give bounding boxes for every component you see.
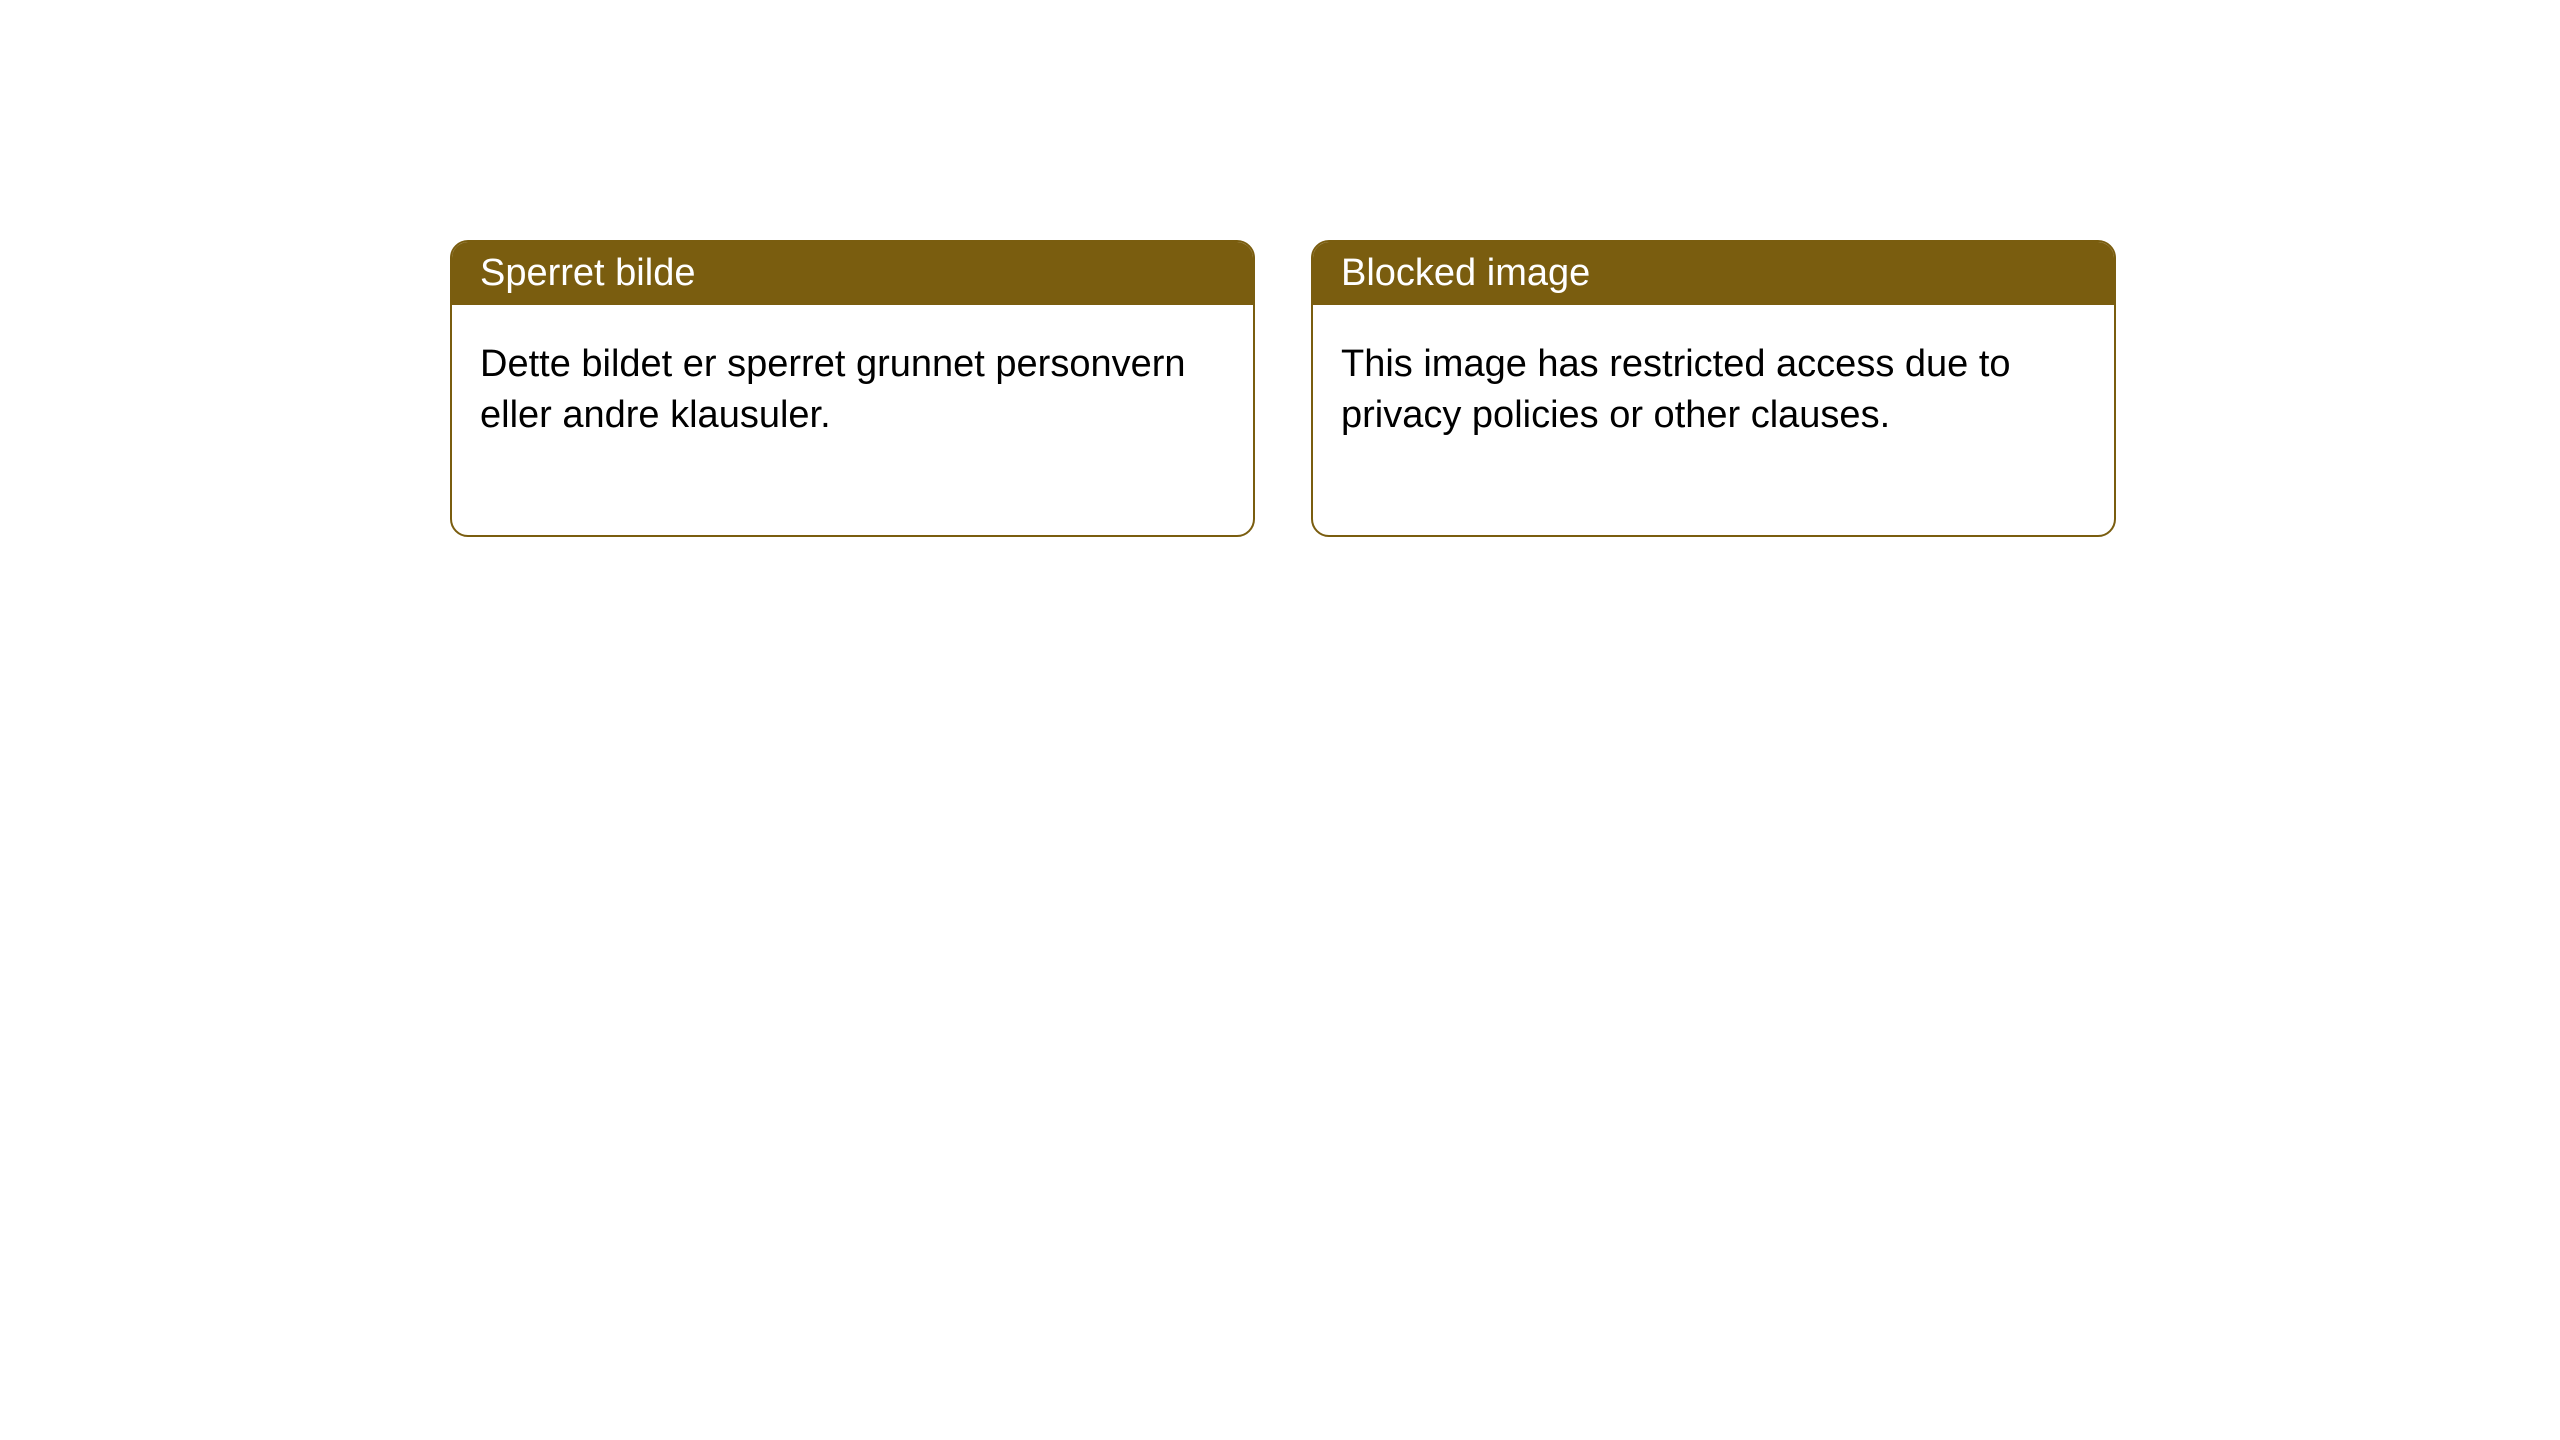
- notice-card-english: Blocked image This image has restricted …: [1311, 240, 2116, 537]
- notice-card-header: Sperret bilde: [452, 242, 1253, 305]
- notice-cards-container: Sperret bilde Dette bildet er sperret gr…: [0, 0, 2560, 537]
- notice-card-body: This image has restricted access due to …: [1313, 305, 2114, 535]
- notice-card-norwegian: Sperret bilde Dette bildet er sperret gr…: [450, 240, 1255, 537]
- notice-card-body: Dette bildet er sperret grunnet personve…: [452, 305, 1253, 535]
- notice-card-header: Blocked image: [1313, 242, 2114, 305]
